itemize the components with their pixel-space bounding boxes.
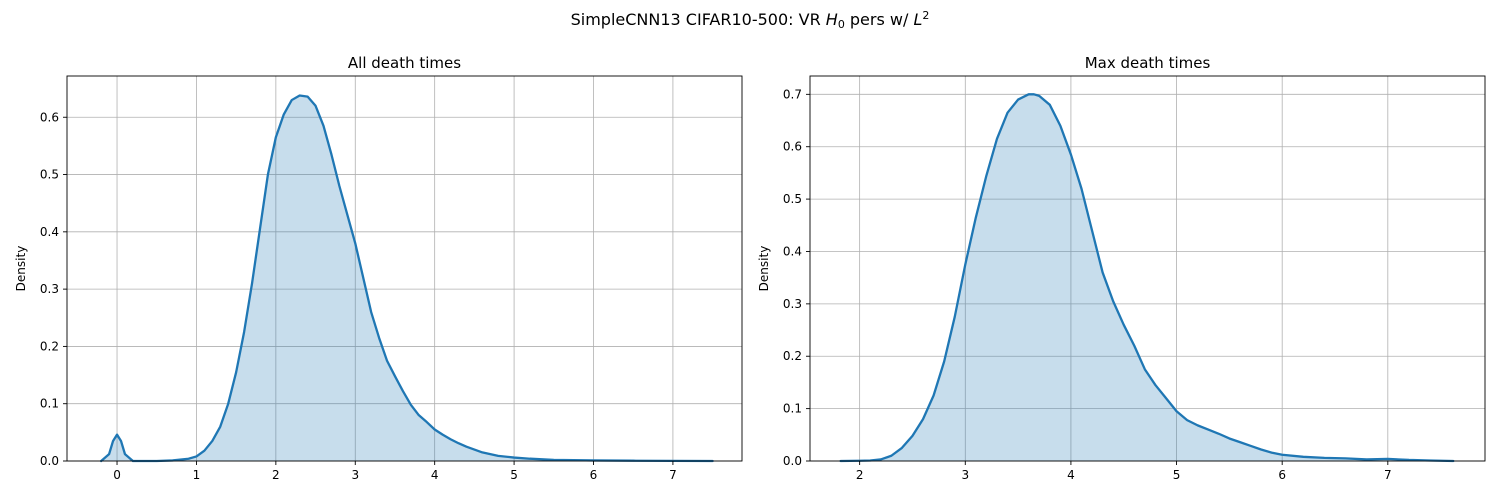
y-tick-label: 0.3 <box>40 282 59 296</box>
x-tick-label: 1 <box>193 468 201 482</box>
x-tick-label: 4 <box>431 468 439 482</box>
x-tick-label: 2 <box>856 468 864 482</box>
y-tick-label: 0.2 <box>783 349 802 363</box>
x-tick-label: 2 <box>272 468 280 482</box>
y-tick-label: 0.7 <box>783 87 802 101</box>
y-tick-label: 0.0 <box>783 454 802 468</box>
y-tick-label: 0.6 <box>783 140 802 154</box>
y-tick-label: 0.6 <box>40 110 59 124</box>
y-tick-label: 0.1 <box>40 397 59 411</box>
figure-title-h-subscript: 0 <box>837 18 845 31</box>
panel-title: All death times <box>348 54 461 72</box>
axes-frame <box>809 75 1486 462</box>
y-tick-label: 0.0 <box>40 454 59 468</box>
x-tick-label: 6 <box>590 468 598 482</box>
y-tick-label: 0.4 <box>783 244 802 258</box>
density-line <box>100 94 714 463</box>
y-tick-label: 0.4 <box>40 225 59 239</box>
x-tick-label: 0 <box>113 468 121 482</box>
figure-title-prefix: SimpleCNN13 CIFAR10-500: VR <box>570 10 826 29</box>
figure-title-l: L <box>913 10 923 29</box>
density-line <box>839 93 1455 463</box>
figure-title-h: H <box>825 10 838 29</box>
y-axis-label: Density <box>14 246 28 292</box>
x-tick-label: 7 <box>1384 468 1392 482</box>
figure-title: SimpleCNN13 CIFAR10-500: VR H0 pers w/ L… <box>0 9 1500 31</box>
x-tick-label: 5 <box>510 468 518 482</box>
figure-title-l-superscript: 2 <box>922 9 930 22</box>
x-tick-label: 3 <box>351 468 359 482</box>
y-tick-label: 0.5 <box>40 168 59 182</box>
panel-all-death-times: 0 1 2 3 4 5 6 7 0.0 0.1 0.2 0.3 0.4 0.5 0.6 All death t… <box>14 54 743 482</box>
density-area <box>101 95 713 461</box>
density-area <box>840 94 1454 461</box>
y-axis-label: Density <box>757 246 771 292</box>
x-tick-label: 6 <box>1278 468 1286 482</box>
panel-title: Max death times <box>1085 54 1211 72</box>
x-tick-label: 5 <box>1173 468 1181 482</box>
axes-frame <box>66 75 743 462</box>
x-tick-label: 4 <box>1067 468 1075 482</box>
y-tick-label: 0.5 <box>783 192 802 206</box>
y-tick-label: 0.1 <box>783 402 802 416</box>
y-tick-label: 0.2 <box>40 339 59 353</box>
x-tick-label: 3 <box>961 468 969 482</box>
figure-title-mid: pers w/ <box>844 10 914 29</box>
y-tick-label: 0.3 <box>783 297 802 311</box>
x-tick-label: 7 <box>669 468 677 482</box>
panel-max-death-times: 2 3 4 5 6 7 0.0 0.1 0.2 0.3 0.4 0.5 0.6 0.7 Max death … <box>757 54 1486 482</box>
